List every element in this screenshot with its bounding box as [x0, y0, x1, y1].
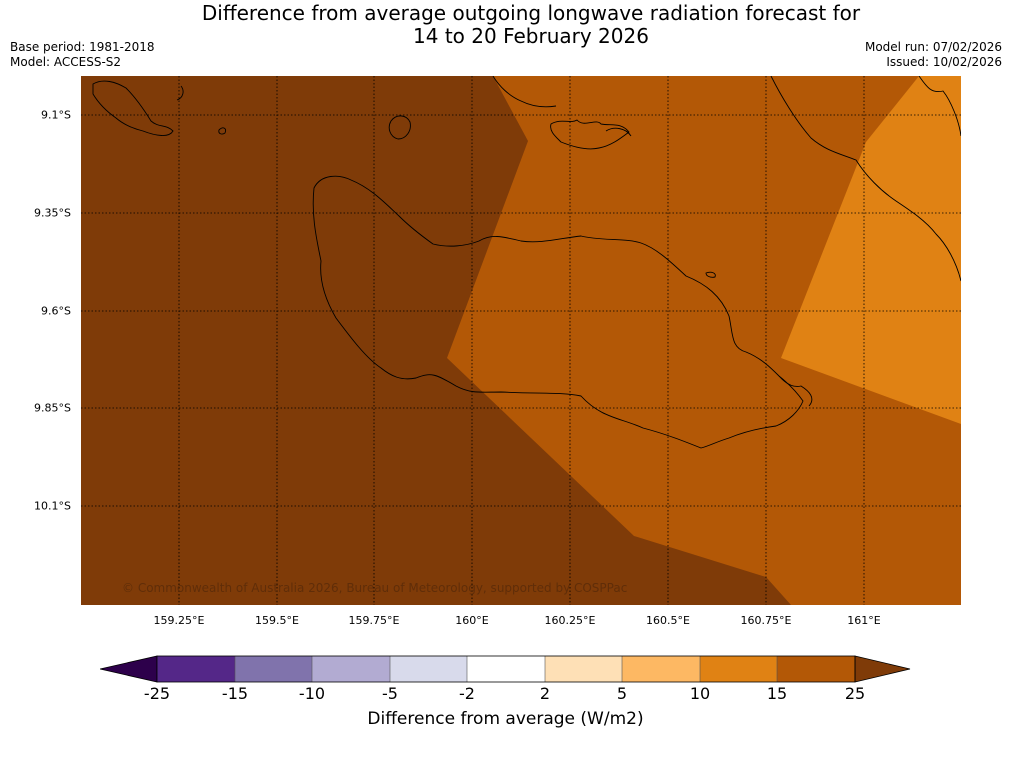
colorbar-frame — [156, 655, 856, 683]
lat-label: 9.85°S — [34, 401, 71, 415]
lat-label: 9.1°S — [41, 108, 71, 122]
marau-sound-coastline — [778, 375, 813, 407]
meta-left: Base period: 1981-2018 Model: ACCESS-S2 — [10, 40, 155, 70]
savo-island-coastline — [388, 115, 411, 140]
graticule — [81, 76, 961, 605]
northern-reef-coastline — [492, 76, 557, 108]
lat-label: 9.35°S — [34, 206, 71, 220]
guadalcanal-coastline — [312, 175, 804, 449]
russell-islands-coastline — [92, 80, 184, 136]
lon-label: 160.25°E — [544, 614, 596, 627]
lat-label: 9.6°S — [41, 304, 71, 318]
issued-date: Issued: 10/02/2026 — [886, 55, 1002, 69]
colorbar-segment — [312, 656, 390, 682]
colorbar-segment — [390, 656, 467, 682]
small-islet-left — [218, 127, 226, 135]
title-line-1: Difference from average outgoing longwav… — [201, 1, 861, 25]
lon-label: 161°E — [847, 614, 881, 627]
colorbar-extend-low — [100, 655, 158, 683]
colorbar-segment — [622, 656, 700, 682]
colorbar-dividers — [234, 656, 778, 682]
colorbar-tick: 10 — [689, 684, 711, 703]
colorbar-tick: -2 — [459, 684, 475, 703]
colorbar-tick: -25 — [143, 684, 171, 703]
title-line-2: 14 to 20 February 2026 — [413, 24, 649, 48]
lon-label: 159.75°E — [348, 614, 400, 627]
colorbar-tick: 15 — [766, 684, 788, 703]
lat-label: 10.1°S — [34, 499, 71, 513]
lon-label: 159.25°E — [153, 614, 205, 627]
santa-isabel-coastline — [770, 76, 961, 282]
colorbar-segment — [467, 656, 545, 682]
colorbar-tick: 2 — [539, 684, 551, 703]
model-name: Model: ACCESS-S2 — [10, 55, 122, 69]
colorbar-tick: 25 — [844, 684, 866, 703]
lon-label: 160°E — [455, 614, 489, 627]
colorbar-segment — [700, 656, 777, 682]
model-run: Model run: 07/02/2026 — [864, 40, 1002, 54]
anomaly-band-15-25 — [447, 76, 961, 605]
meta-right: Model run: 07/02/2026 Issued: 10/02/2026 — [865, 40, 1002, 70]
chart-title: Difference from average outgoing longwav… — [0, 2, 1011, 48]
santa-isabel-upper-coastline — [918, 76, 961, 137]
colorbar-segment — [157, 656, 235, 682]
colorbar-segment — [545, 656, 622, 682]
lon-label: 159.5°E — [255, 614, 299, 627]
map-panel: © Commonwealth of Australia 2026, Bureau… — [81, 76, 961, 605]
lon-label: 160.5°E — [646, 614, 690, 627]
colorbar-tick: -10 — [298, 684, 326, 703]
anomaly-band-10-15 — [781, 76, 961, 424]
colorbar-tick: -15 — [221, 684, 249, 703]
base-period: Base period: 1981-2018 — [10, 40, 155, 54]
florida-islands-coastline — [550, 119, 632, 150]
colorbar-tick: -5 — [382, 684, 398, 703]
colorbar-label: Difference from average (W/m2) — [367, 709, 644, 729]
copyright-notice: © Commonwealth of Australia 2026, Bureau… — [122, 581, 627, 595]
coastlines — [92, 76, 961, 449]
colorbar — [100, 655, 911, 683]
small-islet-east — [705, 271, 716, 278]
colorbar-segment — [777, 656, 855, 682]
colorbar-segment — [235, 656, 312, 682]
lon-label: 160.75°E — [740, 614, 792, 627]
colorbar-tick: 5 — [616, 684, 628, 703]
colorbar-extend-high — [854, 655, 911, 683]
